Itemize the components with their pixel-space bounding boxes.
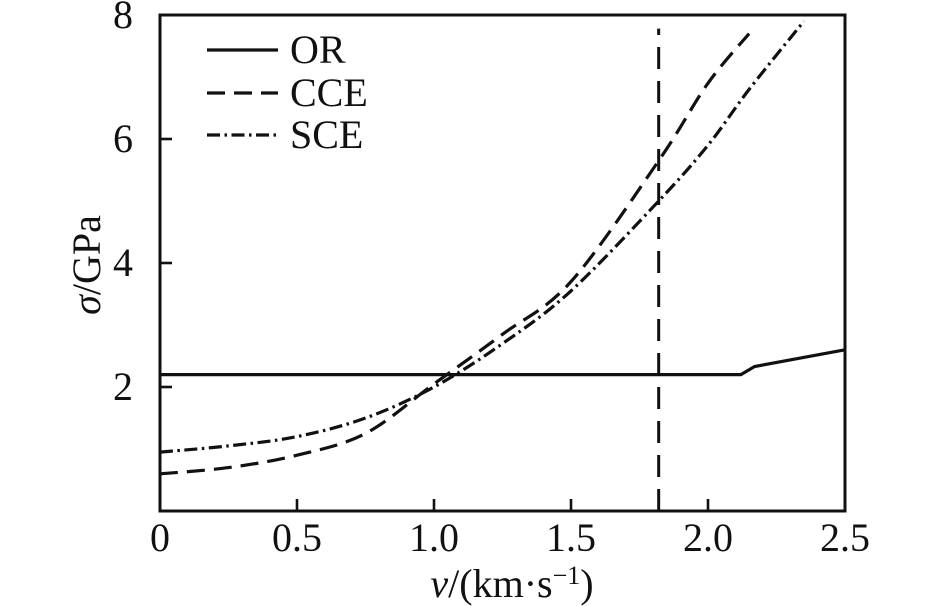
x-tick-label: 0.5 <box>272 515 322 560</box>
plot-border <box>158 13 847 513</box>
series-lines <box>159 20 846 476</box>
y-tick-label: 6 <box>113 116 133 161</box>
series-line-cce <box>159 32 751 476</box>
series-line-or <box>160 348 846 377</box>
series-line-sce <box>159 20 806 454</box>
legend-label-cce: CCE <box>290 70 368 115</box>
legend-samples <box>207 48 278 137</box>
y-tick-label: 8 <box>113 0 133 37</box>
y-tick-label: 4 <box>113 240 133 285</box>
axis-ticks <box>158 13 847 511</box>
x-tick-label: 0 <box>150 515 170 560</box>
y-tick-label: 2 <box>113 364 133 409</box>
tick-labels: 0 0.5 1.0 1.5 2.0 2.5 2 4 6 8 <box>113 0 870 560</box>
x-tick-label: 1.5 <box>546 515 596 560</box>
legend: OR CCE SCE <box>207 27 368 157</box>
plot-frame <box>158 13 847 513</box>
x-tick-label: 1.0 <box>409 515 459 560</box>
legend-label-sce: SCE <box>290 112 363 157</box>
x-tick-label: 2.5 <box>820 515 870 560</box>
x-tick-label: 2.0 <box>683 515 733 560</box>
x-axis-title: v/(km·s−1) <box>430 561 593 606</box>
y-axis-title: σ/GPa <box>64 215 109 315</box>
legend-label-or: OR <box>290 27 346 72</box>
